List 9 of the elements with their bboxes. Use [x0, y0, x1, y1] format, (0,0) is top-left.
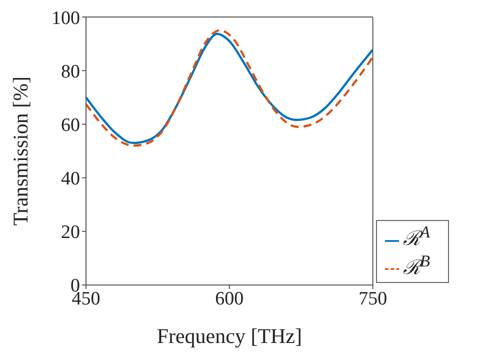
y-axis-title: Transmission [%]: [8, 76, 32, 226]
x-axis-title: Frequency [THz]: [156, 324, 302, 348]
y-tick-label: 80: [61, 61, 80, 82]
y-tick-label: 60: [61, 114, 80, 136]
y-tick-label: 100: [52, 8, 80, 29]
x-tick-label: 600: [215, 288, 244, 310]
x-tick-label: 750: [358, 288, 388, 310]
y-tick-label: 40: [61, 168, 80, 190]
y-tick-label: 20: [61, 222, 80, 244]
